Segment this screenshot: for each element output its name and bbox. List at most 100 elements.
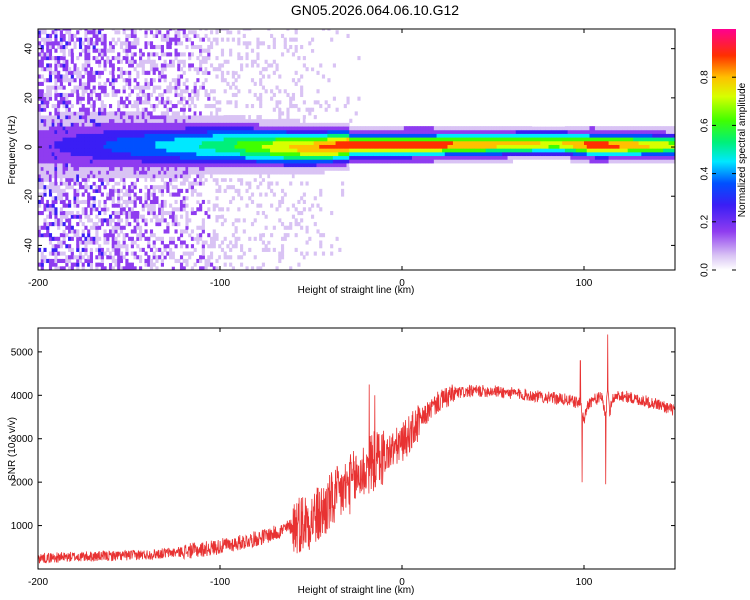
heat-cell (141, 100, 145, 105)
heat-cell (250, 118, 255, 123)
heat-cell (117, 192, 121, 197)
heat-cell (54, 41, 58, 46)
heat-cell (543, 122, 547, 127)
heat-cell (261, 240, 265, 245)
heat-cell (100, 192, 104, 197)
heat-cell (264, 159, 268, 164)
heat-cell (155, 30, 159, 35)
heat-cell (428, 159, 432, 164)
heat-cell (504, 144, 508, 149)
heat-cell (81, 78, 85, 83)
heat-cell (259, 115, 263, 120)
heat-cell (319, 137, 323, 142)
heat-cell (188, 163, 192, 168)
heat-cell (89, 258, 93, 264)
heat-cell (215, 203, 219, 208)
heat-cell (57, 70, 61, 75)
heat-cell (209, 41, 214, 46)
heat-cell (92, 48, 96, 53)
heat-cell (155, 236, 159, 241)
heat-cell (321, 122, 326, 127)
heat-cell (68, 44, 72, 50)
heat-cell (160, 148, 164, 153)
heat-cell (297, 166, 301, 171)
heat-cell (507, 148, 511, 153)
heat-cell (302, 163, 306, 168)
heat-cell (412, 129, 416, 134)
heat-cell (128, 70, 132, 75)
heat-cell (373, 151, 377, 157)
heat-cell (155, 255, 159, 260)
heat-cell (472, 129, 476, 134)
heat-cell (414, 129, 418, 134)
heat-cell (59, 196, 63, 201)
heat-cell (171, 122, 175, 127)
heat-cell (117, 100, 121, 105)
heat-cell (532, 133, 536, 138)
heat-cell (169, 144, 173, 149)
heat-cell (147, 163, 151, 168)
heat-cell (48, 166, 53, 171)
heat-cell (59, 100, 63, 105)
heat-cell (510, 148, 514, 153)
heat-cell (147, 148, 151, 153)
heat-cell (78, 122, 83, 127)
heat-cell (297, 78, 301, 83)
heat-cell (117, 170, 121, 175)
heat-cell (133, 44, 137, 50)
heat-cell (65, 111, 69, 116)
heat-cell (76, 170, 80, 175)
heat-cell (212, 174, 216, 179)
heat-cell (43, 37, 47, 42)
heat-cell (248, 41, 252, 46)
heat-cell (54, 81, 58, 86)
heat-cell (562, 140, 566, 145)
heat-cell (139, 133, 143, 138)
heat-cell (81, 240, 85, 245)
heat-cell (92, 236, 96, 241)
heat-cell (283, 170, 287, 175)
heat-cell (280, 137, 285, 142)
heat-cell (174, 48, 178, 53)
heat-cell (117, 111, 121, 116)
heat-cell (267, 185, 271, 190)
heat-cell (78, 37, 83, 42)
heat-cell (133, 111, 137, 116)
heat-cell (371, 222, 375, 227)
heat-cell (160, 52, 164, 57)
heat-cell (38, 44, 42, 50)
heat-cell (548, 159, 552, 164)
heat-cell (40, 96, 44, 101)
heat-cell (65, 41, 69, 46)
heat-cell (275, 67, 279, 72)
heat-cell (240, 137, 244, 142)
heat-cell (474, 140, 478, 145)
heat-cell (59, 129, 63, 134)
heat-cell (316, 129, 320, 134)
heat-cell (223, 133, 227, 138)
heat-cell (234, 100, 238, 105)
heat-cell (581, 140, 585, 145)
heat-cell (68, 210, 72, 216)
heat-cell (469, 133, 473, 138)
heat-cell (589, 137, 593, 142)
heat-cell (59, 155, 63, 160)
heat-cell (341, 129, 345, 134)
heat-cell (182, 207, 186, 212)
heat-cell (169, 140, 173, 145)
heat-cell (155, 33, 159, 39)
heat-cell (450, 140, 454, 145)
heat-cell (199, 247, 203, 252)
heat-cell (199, 244, 203, 249)
heat-cell (57, 240, 61, 245)
heat-cell (139, 140, 143, 145)
heat-cell (472, 140, 476, 145)
heat-cell (300, 218, 304, 223)
heat-cell (291, 52, 296, 57)
heat-cell (300, 96, 304, 101)
heat-cell (351, 133, 356, 138)
heat-cell (158, 148, 162, 153)
heat-cell (78, 163, 83, 168)
heat-cell (218, 166, 222, 171)
heat-cell (89, 133, 93, 138)
